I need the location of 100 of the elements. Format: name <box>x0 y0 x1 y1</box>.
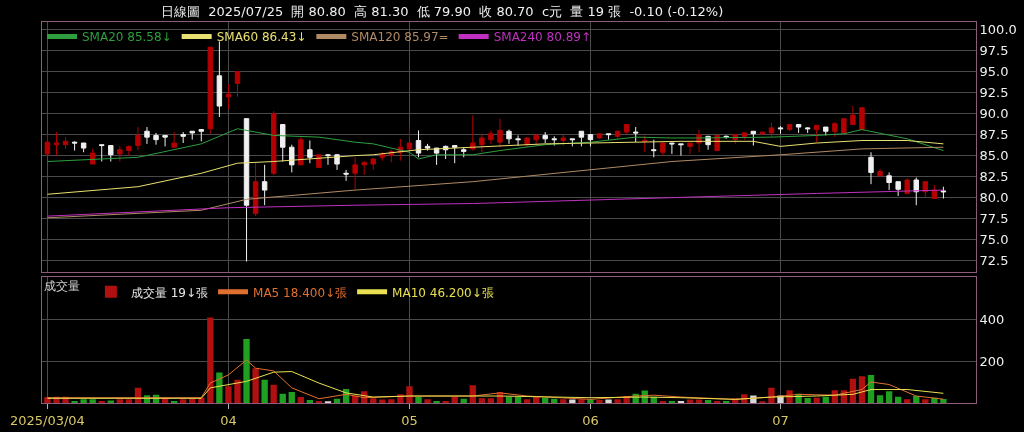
y-tick-label: 92.5 <box>979 85 1009 101</box>
bar <box>885 391 893 403</box>
bar <box>243 338 250 403</box>
candlestick <box>180 131 186 144</box>
line-series <box>46 371 944 400</box>
candlestick <box>587 134 594 147</box>
candlestick <box>298 136 304 166</box>
candlestick <box>89 148 96 165</box>
candlestick <box>832 121 838 138</box>
candlestick <box>669 142 675 155</box>
y-tick-label: 82.5 <box>979 169 1009 185</box>
bar <box>704 400 712 403</box>
candlestick <box>370 157 376 171</box>
bar <box>270 384 277 403</box>
bar <box>180 399 187 403</box>
bar <box>107 400 114 403</box>
bar <box>532 397 540 403</box>
legend-label: MA5 18.400↓張 <box>253 285 348 300</box>
bar <box>922 399 929 403</box>
bar <box>89 399 96 403</box>
candlestick <box>171 131 177 148</box>
candlestick <box>80 142 87 153</box>
candlestick <box>415 129 422 158</box>
candlestick <box>126 145 132 157</box>
y-tick-label: 80.0 <box>979 190 1009 206</box>
bar <box>523 399 531 403</box>
bar <box>306 400 314 403</box>
candlestick <box>117 145 123 163</box>
candlestick <box>551 135 557 147</box>
candlestick <box>307 140 313 164</box>
candlestick <box>868 151 874 185</box>
candlestick <box>804 126 811 134</box>
candlestick <box>642 134 648 153</box>
candlestick <box>741 131 748 141</box>
y-tick-label: 97.5 <box>979 43 1009 59</box>
y-tick-label: 90.0 <box>979 106 1009 122</box>
candlestick <box>44 134 51 157</box>
candlestick <box>569 138 576 147</box>
candlestick <box>578 130 585 147</box>
candlestick <box>406 126 413 153</box>
candlestick <box>940 186 947 199</box>
candlestick <box>280 124 286 163</box>
bar <box>216 372 223 403</box>
candlestick <box>931 184 938 199</box>
candlestick <box>361 161 367 176</box>
bar <box>894 396 902 403</box>
candlestick <box>687 142 693 155</box>
y-tick-label: 100.0 <box>979 22 1017 38</box>
candlestick <box>162 134 168 147</box>
chart-title: 日線圖 2025/07/25 開 80.80 高 81.30 低 79.90 收 80.70 c元 量 19 張 -0.10 (-0.12%) <box>161 4 724 19</box>
candlestick <box>216 40 223 118</box>
x-tick-label: 2025/03/04 <box>9 412 85 428</box>
candlestick <box>877 168 883 177</box>
y-tick-label: 77.5 <box>979 211 1009 227</box>
candlestick <box>488 129 494 145</box>
candlestick <box>542 131 548 144</box>
candlestick <box>189 130 195 141</box>
bar <box>225 386 232 403</box>
candlestick <box>325 153 331 166</box>
candlestick <box>270 110 277 176</box>
bar <box>605 399 612 403</box>
candlestick <box>886 171 892 191</box>
legend-label: SMA120 85.97= <box>351 30 449 45</box>
bar <box>207 317 214 403</box>
candlestick <box>777 125 784 135</box>
line-series <box>46 140 944 195</box>
bar <box>514 397 522 403</box>
bar <box>451 397 458 403</box>
bar <box>876 395 884 403</box>
candlestick <box>850 105 856 126</box>
candlestick <box>62 136 69 150</box>
y-tick-label: 85.0 <box>979 148 1009 164</box>
x-tick-label: 05 <box>401 412 418 428</box>
candlestick <box>841 118 847 134</box>
candlestick <box>795 124 802 134</box>
candlestick <box>823 126 829 136</box>
legend-label: SMA20 85.58↓ <box>82 30 172 45</box>
candlestick <box>660 142 666 157</box>
candlestick <box>352 156 358 190</box>
candlestick <box>678 143 684 157</box>
y-tick-label: 200 <box>979 353 1005 369</box>
candlestick <box>343 169 349 182</box>
candlestick <box>207 46 214 135</box>
candlestick <box>922 181 929 198</box>
candlestick <box>497 118 503 148</box>
candlestick <box>135 126 141 152</box>
line-series <box>46 189 944 217</box>
legend-label: SMA240 80.89↑ <box>493 30 591 45</box>
legend-label: SMA60 86.43↓ <box>216 30 307 45</box>
legend-label: 成交量 19↓張 <box>130 285 209 300</box>
candlestick <box>252 162 259 217</box>
candlestick <box>451 145 458 164</box>
bar <box>370 398 377 403</box>
candlestick <box>225 83 232 110</box>
x-tick-label: 04 <box>220 412 237 428</box>
candlestick <box>108 145 114 163</box>
candlestick <box>243 118 250 263</box>
candlestick <box>144 126 150 145</box>
candlestick <box>71 140 78 152</box>
bar <box>261 379 268 403</box>
